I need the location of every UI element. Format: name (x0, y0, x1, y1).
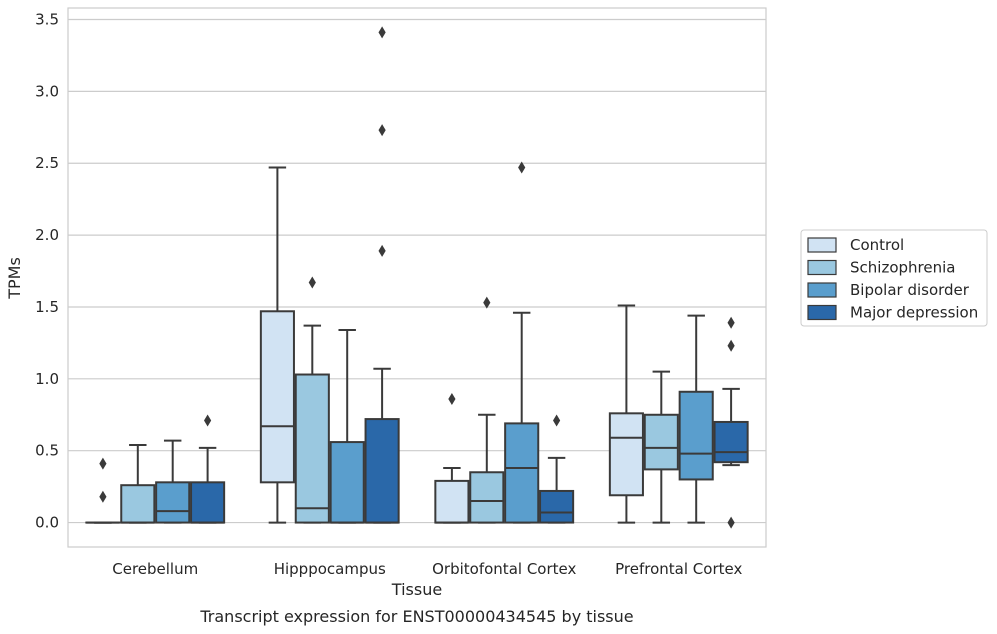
outlier-point (727, 516, 735, 529)
legend-label: Schizophrenia (850, 259, 955, 277)
box (120, 443, 156, 524)
y-tick-labels: 0.0 0.5 1.0 1.5 2.0 2.5 3.0 3.5 (35, 10, 59, 531)
outlier-point (518, 161, 526, 174)
box-iqr (504, 422, 540, 524)
outlier-point (727, 339, 735, 352)
outlier-point (448, 392, 456, 405)
y-tick-label: 0.0 (35, 514, 59, 532)
x-tick-label: Hipppocampus (274, 560, 386, 578)
box (294, 276, 330, 524)
legend-swatch (807, 304, 837, 321)
box (259, 166, 295, 524)
x-tick-label: Prefrontal Cortex (615, 560, 742, 578)
box-iqr (608, 412, 644, 497)
box (190, 414, 226, 524)
plot-frame (67, 7, 767, 548)
box-iqr (539, 489, 575, 524)
box-iqr (294, 373, 330, 524)
outlier-point (378, 26, 386, 39)
x-tick-label: Cerebellum (112, 560, 198, 578)
box-iqr (643, 413, 679, 471)
outlier-point (204, 414, 212, 427)
y-tick-label: 2.5 (35, 154, 59, 172)
y-tick-label: 3.0 (35, 82, 59, 100)
outlier-point (727, 316, 735, 329)
box (85, 457, 121, 524)
box-iqr (259, 310, 295, 484)
outlier-point (378, 124, 386, 137)
y-tick-label: 1.0 (35, 370, 59, 388)
box (364, 26, 400, 524)
outlier-point (99, 457, 107, 470)
box (504, 161, 540, 524)
legend-label: Bipolar disorder (850, 281, 970, 299)
x-tick-label: Orbitofontal Cortex (432, 560, 576, 578)
chart-caption: Transcript expression for ENST0000043454… (199, 607, 633, 626)
outlier-point (553, 414, 561, 427)
legend-frame (800, 229, 988, 327)
box (643, 370, 679, 524)
series-major-depression (190, 26, 749, 529)
box (678, 314, 714, 524)
outlier-point (378, 244, 386, 257)
box (713, 316, 749, 529)
box (608, 304, 644, 524)
series-bipolar-disorder (155, 161, 714, 524)
y-tick-label: 1.5 (35, 298, 59, 316)
outlier-point (483, 296, 491, 309)
legend-label: Major depression (850, 304, 978, 322)
x-tick-labels: Cerebellum Hipppocampus Orbitofontal Corte… (112, 560, 742, 578)
legend-swatch (807, 282, 837, 298)
y-tick-label: 3.5 (35, 10, 59, 28)
y-tick-label: 2.0 (35, 226, 59, 244)
box (469, 296, 505, 524)
y-tick-label: 0.5 (35, 442, 59, 460)
box-iqr (120, 484, 156, 524)
box-iqr (434, 479, 470, 524)
box-iqr (469, 471, 505, 524)
box-iqr (155, 481, 191, 524)
y-axis-label: TPMs (5, 257, 24, 300)
legend-swatch (807, 259, 837, 276)
box (434, 392, 470, 524)
legend: Control Schizophrenia Bipolar disorder Majo… (800, 229, 988, 327)
box-series (85, 26, 749, 529)
box (155, 439, 191, 524)
box-iqr (190, 481, 226, 524)
series-schizophrenia (120, 276, 679, 524)
series-control (85, 166, 644, 524)
legend-swatch (807, 237, 837, 253)
box (329, 328, 365, 524)
legend-label: Control (850, 236, 904, 254)
outlier-point (99, 490, 107, 503)
box-iqr (678, 390, 714, 481)
box-iqr (329, 441, 365, 524)
box-iqr (364, 418, 400, 524)
x-axis-label: Tissue (391, 580, 442, 599)
outlier-point (308, 276, 316, 289)
box (539, 414, 575, 524)
box-iqr (713, 420, 749, 464)
